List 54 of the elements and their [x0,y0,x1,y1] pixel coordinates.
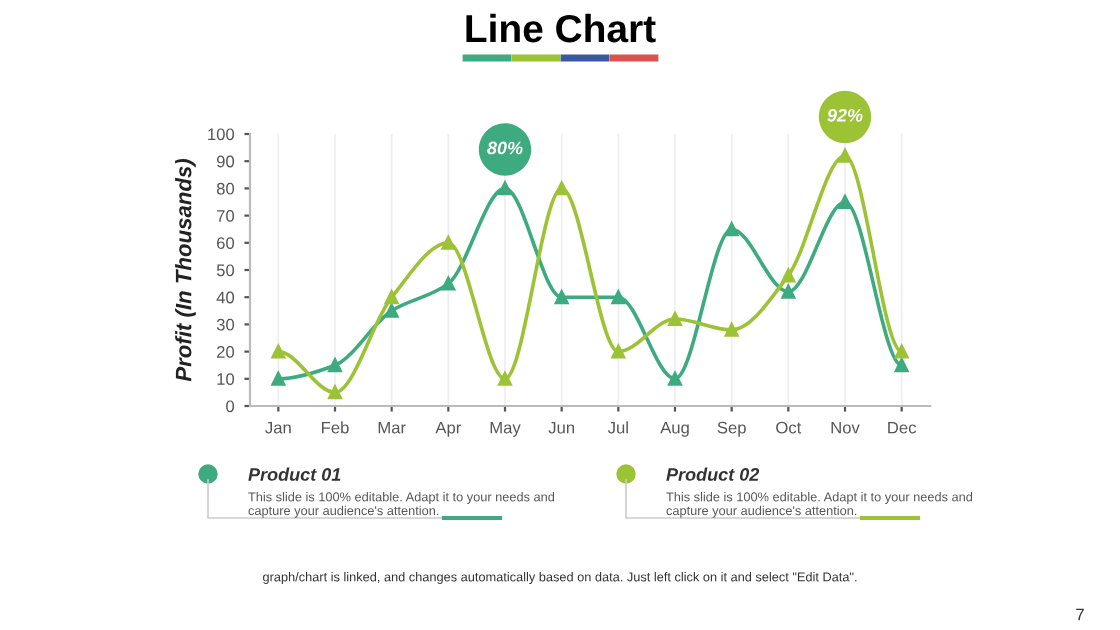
point [781,268,796,283]
point [724,222,739,237]
point [498,181,512,196]
chart-title: Line Chart [466,13,656,43]
point [384,303,399,318]
y-tick-label: 70 [217,210,235,222]
x-tick-label: Feb [322,421,349,434]
point [498,371,512,386]
x-tick-label: Mar [378,421,406,434]
point [724,322,739,337]
annotation: 92% [827,108,863,122]
point [838,195,852,209]
point [554,290,569,305]
text: 7 [1076,608,1084,621]
point [611,344,626,359]
x-tick-label: Jul [607,421,628,434]
x-tick-label: May [490,421,521,437]
y-tick-label: 30 [216,318,235,331]
y-tick-label: 80 [216,182,235,195]
y-tick-label: 60 [217,237,235,249]
y-tick-label: 0 [226,400,235,413]
y-tick-label: 50 [216,264,235,277]
point [894,344,909,359]
x-tick-label: Apr [435,421,462,437]
point [328,385,342,400]
y-tick-label: 10 [217,373,235,385]
annotation: 80% [487,141,523,155]
legend-label: Product 01 [248,467,341,481]
point [668,312,682,326]
point [554,181,569,196]
y-tick-label: 90 [216,155,235,168]
point [611,290,626,305]
x-tick-label: Nov [831,421,860,434]
y-axis-title: Profit (In Thousands) [175,158,196,382]
y-tick-label: 20 [217,346,235,358]
x-tick-label: Aug [660,421,689,437]
point [271,344,286,359]
x-tick-label: Jun [548,421,575,434]
point [271,371,286,386]
y-tick-label: 40 [216,291,235,304]
legend-label: Product 02 [666,467,760,481]
point [441,235,456,250]
x-tick-label: Dec [888,421,917,434]
point [781,284,796,299]
point [384,290,399,305]
x-tick-label: Oct [776,421,802,434]
x-tick-label: Jan [265,421,291,434]
point [668,371,682,386]
point [328,358,342,373]
x-tick-label: Sep [717,421,746,437]
point [441,276,456,291]
point [894,358,909,373]
point [838,148,852,163]
y-tick-label: 100 [208,128,235,141]
